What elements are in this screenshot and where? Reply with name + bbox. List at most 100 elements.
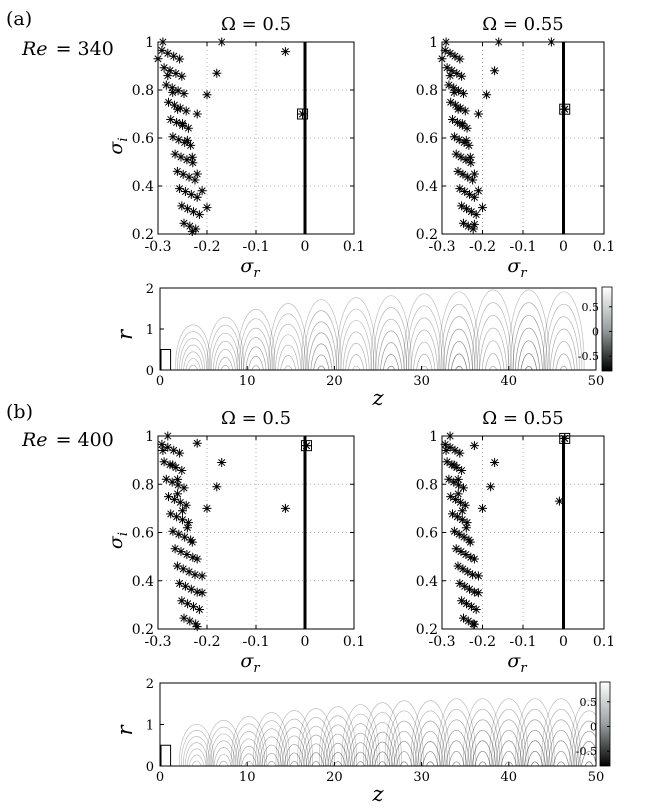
asterisk-mark [466,602,476,612]
contour-line [425,761,435,766]
contour-line [268,303,308,370]
eigenvalue-point [455,448,465,458]
asterisk-mark [441,37,451,47]
asterisk-mark [469,219,479,229]
eigenvalue-point [280,503,290,513]
contour-line [384,700,424,766]
eigenvalue-point [175,54,185,64]
x-axis-label: σr [240,255,260,281]
x-tick-label: 0 [156,374,164,389]
eigenvalue-point [455,184,465,194]
contour-core [313,781,319,789]
asterisk-mark [166,509,176,519]
contour-line [510,302,548,370]
asterisk-mark [175,103,185,113]
asterisk-mark [454,135,464,145]
eigenvalue-point [181,500,191,510]
asterisk-mark [449,477,459,487]
contour-line [533,783,537,797]
asterisk-mark [175,497,185,507]
x-tick-label: 20 [326,770,343,785]
contour-line [325,733,351,766]
asterisk-mark [463,221,473,231]
contour-line [266,761,277,766]
eigenvalue-point [192,438,202,448]
eigenvalue-point [449,526,459,536]
asterisk-mark [191,224,201,234]
contour-line [358,781,362,793]
eigenvalue-point [169,494,179,504]
eigenvalue-point [445,442,455,452]
contour-core [401,785,407,793]
eigenvalue-point [192,169,202,179]
asterisk-mark [458,169,468,179]
x-axis-label: z [371,782,384,806]
contour-line [253,712,291,766]
asterisk-mark [455,578,465,588]
eigenvalue-point [457,506,467,516]
asterisk-mark [182,155,192,165]
eigenvalue-point [178,515,187,525]
eigenvalue-point [463,221,473,231]
asterisk-mark [440,439,450,449]
eigenvalue-point [177,596,187,606]
eigenvalue-point [179,218,189,228]
asterisk-mark [192,587,202,597]
contour-line [493,719,525,766]
eigenvalue-point [192,587,202,597]
contour-line [491,708,527,766]
plot-title: Ω = 0.55 [482,408,564,429]
asterisk-mark [159,457,169,467]
contour-line [514,327,543,370]
contour-cell [230,716,268,766]
x-tick-label: 50 [588,770,605,785]
asterisk-mark [494,37,504,47]
asterisk-mark [457,71,467,81]
contour-line [365,712,400,766]
asterisk-mark [167,477,177,487]
contour-line [465,708,501,766]
asterisk-mark [212,68,222,78]
eigenvalue-point [168,526,178,536]
contour-line [372,307,410,370]
contour-line [369,731,396,766]
eigenvalue-point [450,445,460,455]
eigenvalue-point [457,596,467,606]
contour-core [421,395,427,403]
asterisk-mark [473,571,483,581]
y-axis-subscript: i [116,137,131,141]
contour-line [317,377,326,406]
asterisk-mark [172,117,182,127]
asterisk-mark [452,68,462,78]
contour-line [191,760,202,766]
contour-line [320,715,355,766]
asterisk-mark [182,523,192,533]
eigenvalue-point [452,463,462,473]
eigenvalue-point [185,616,195,626]
contour-line [478,761,487,766]
eigenvalue-point [461,523,471,533]
asterisk-mark [546,37,556,47]
colorbar-tick-label: 0.5 [580,696,598,709]
contour-line [345,723,376,766]
asterisk-mark [468,570,478,580]
y-tick-label: 0.8 [416,477,438,493]
eigenvalue-point [490,66,500,76]
x-axis-label: z [371,386,384,410]
asterisk-mark [466,207,476,217]
asterisk-mark [441,446,451,455]
contour-line [519,719,551,766]
contour-line [531,772,540,799]
contour-cell [410,700,450,766]
colorbar: 0.5 0 -0.5 [576,681,611,767]
asterisk-mark [178,169,188,179]
asterisk-mark [445,431,455,441]
eigenvalue-point [178,169,188,179]
eigenvalue-point [458,564,468,574]
eigenvalue-point [459,483,468,493]
asterisk-mark [170,149,180,159]
y-tick-label: 0.6 [416,131,438,147]
contour-cell [462,698,503,766]
contour-cell [236,308,276,370]
eigenvalue-point [462,204,471,214]
